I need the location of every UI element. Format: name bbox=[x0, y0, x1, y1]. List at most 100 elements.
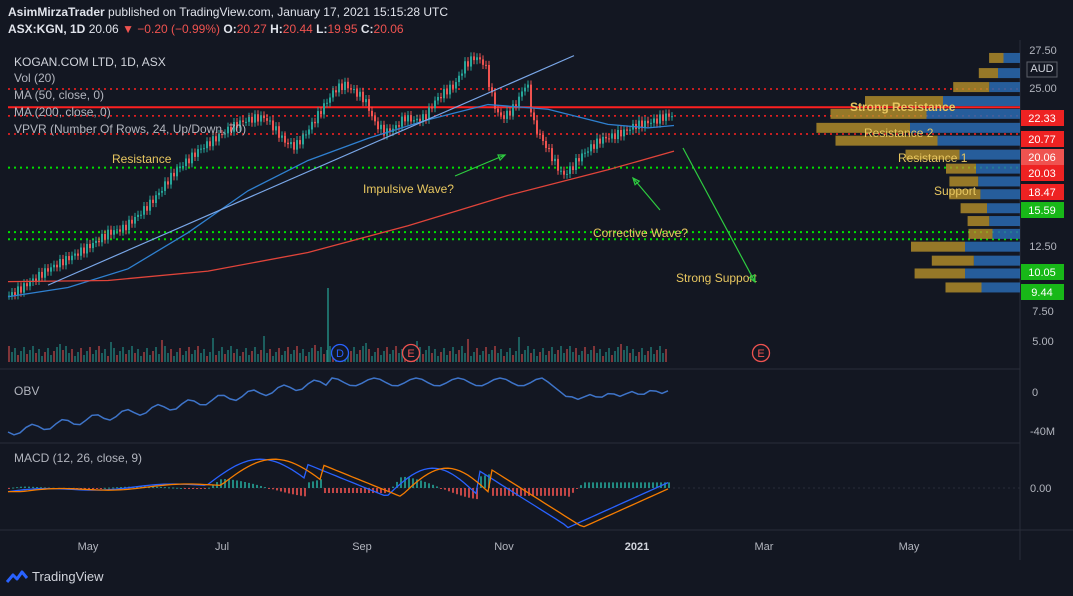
volume-bar-215 bbox=[653, 354, 655, 362]
volume-bar-75 bbox=[233, 353, 235, 362]
volume-bar-16 bbox=[56, 347, 58, 362]
candle-body bbox=[185, 158, 187, 167]
ma50-indicator-label[interactable]: MA (50, close, 0) bbox=[14, 88, 105, 102]
volume-bar-34 bbox=[110, 342, 112, 362]
macd-hist-bar bbox=[196, 488, 198, 489]
candle-body bbox=[125, 224, 127, 231]
volume-bar-166 bbox=[506, 352, 508, 362]
candle-body bbox=[59, 259, 61, 268]
candle-body bbox=[116, 229, 118, 231]
candle-body bbox=[410, 115, 412, 122]
volume-bar-1 bbox=[11, 352, 13, 362]
candle-body bbox=[344, 81, 346, 91]
volume-bar-66 bbox=[206, 356, 208, 362]
candle-body bbox=[596, 138, 598, 149]
candle-body bbox=[278, 126, 280, 138]
macd-hist-bar bbox=[220, 479, 222, 488]
candle-body bbox=[194, 152, 196, 157]
volume-bar-168 bbox=[512, 355, 514, 362]
macd-hist-bar bbox=[364, 488, 366, 494]
candle-body bbox=[653, 118, 655, 123]
volume-bar-201 bbox=[611, 355, 613, 362]
impulsive-wave-arrow bbox=[454, 154, 506, 177]
candle-body bbox=[173, 172, 175, 177]
candle-body bbox=[215, 136, 217, 142]
volume-bar-17 bbox=[59, 344, 61, 362]
volume-bar-115 bbox=[353, 347, 355, 362]
ohlc-row: ASX:KGN, 1D 20.06 ▼ −0.20 (−0.99%) O:20.… bbox=[8, 22, 404, 36]
volume-bar-124 bbox=[380, 355, 382, 362]
candle-body bbox=[50, 267, 52, 272]
candle-body bbox=[68, 256, 70, 261]
macd-hist-bar bbox=[276, 488, 278, 491]
candle-body bbox=[629, 129, 631, 131]
candle-body bbox=[506, 110, 508, 119]
macd-hist-bar bbox=[192, 488, 194, 489]
volume-bar-3 bbox=[17, 355, 19, 362]
candle-body bbox=[176, 168, 178, 177]
volume-bar-207 bbox=[629, 353, 631, 362]
macd-hist-bar bbox=[84, 488, 86, 489]
candle-body bbox=[188, 158, 190, 164]
volume-bar-206 bbox=[626, 346, 628, 362]
vpvr-up-bar-8 bbox=[976, 163, 1020, 174]
candle-body bbox=[662, 114, 664, 121]
candle-body bbox=[110, 229, 112, 235]
volume-bar-27 bbox=[89, 347, 91, 362]
volume-bar-211 bbox=[641, 348, 643, 362]
volume-bar-174 bbox=[530, 353, 532, 362]
macd-indicator-label[interactable]: MACD (12, 26, close, 9) bbox=[14, 451, 143, 465]
volume-bar-158 bbox=[482, 351, 484, 362]
vpvr-up-bar-6 bbox=[937, 135, 1020, 146]
obv-indicator-label[interactable]: OBV bbox=[14, 384, 40, 398]
macd-hist-bar bbox=[548, 488, 550, 496]
vpvr-down-bar-4 bbox=[830, 108, 927, 119]
candle-body bbox=[440, 96, 442, 99]
volume-bar-142 bbox=[434, 349, 436, 362]
volume-bar-31 bbox=[101, 353, 103, 362]
volume-bar-129 bbox=[395, 346, 397, 362]
volume-bar-163 bbox=[497, 353, 499, 362]
vol-indicator-label[interactable]: Vol (20) bbox=[14, 71, 56, 85]
candle-body bbox=[293, 142, 295, 150]
macd-hist-bar bbox=[588, 482, 590, 488]
volume-bar-172 bbox=[524, 350, 526, 362]
down-arrow-icon: ▼ bbox=[122, 22, 134, 36]
ma200-indicator-label[interactable]: MA (200, close, 0) bbox=[14, 105, 111, 119]
volume-bar-185 bbox=[563, 353, 565, 362]
macd-hist-bar bbox=[124, 486, 126, 488]
open-value: 20.27 bbox=[236, 22, 267, 36]
vpvr-indicator-label[interactable]: VPVR (Number Of Rows, 24, Up/Down, 70) bbox=[14, 122, 247, 136]
macd-hist-bar bbox=[232, 479, 234, 488]
candle-body bbox=[248, 116, 250, 122]
candle-body bbox=[335, 90, 337, 93]
macd-hist-bar bbox=[396, 481, 398, 488]
macd-hist-bar bbox=[20, 486, 22, 488]
macd-hist-bar bbox=[284, 488, 286, 493]
vpvr-down-bar-13 bbox=[968, 228, 993, 239]
macd-hist-bar bbox=[108, 487, 110, 489]
candle-body bbox=[296, 140, 298, 150]
macd-axis-label-0: 0.00 bbox=[1030, 483, 1051, 495]
ma200-line bbox=[7, 150, 675, 283]
volume-bar-55 bbox=[173, 356, 175, 362]
vpvr-up-bar-1 bbox=[998, 68, 1020, 79]
trendline bbox=[47, 55, 575, 286]
macd-hist-bar bbox=[544, 488, 546, 496]
obv-axis-label-1: -40M bbox=[1030, 426, 1055, 438]
macd-hist-bar bbox=[112, 487, 114, 489]
vpvr-down-bar-5 bbox=[816, 122, 910, 133]
price-label-bg-6 bbox=[1021, 264, 1064, 280]
volume-bar-148 bbox=[452, 347, 454, 362]
volume-bar-98 bbox=[302, 349, 304, 362]
volume-bar-80 bbox=[248, 355, 250, 362]
price-axis-label-3: 7.50 bbox=[1032, 306, 1053, 318]
macd-hist-bar bbox=[8, 488, 10, 489]
candle-body bbox=[317, 111, 319, 124]
volume-bar-120 bbox=[368, 349, 370, 362]
candle-body bbox=[284, 135, 286, 143]
tradingview-logo[interactable]: TradingView bbox=[6, 569, 104, 584]
volume-bar-195 bbox=[593, 346, 595, 362]
volume-bar-157 bbox=[479, 355, 481, 362]
